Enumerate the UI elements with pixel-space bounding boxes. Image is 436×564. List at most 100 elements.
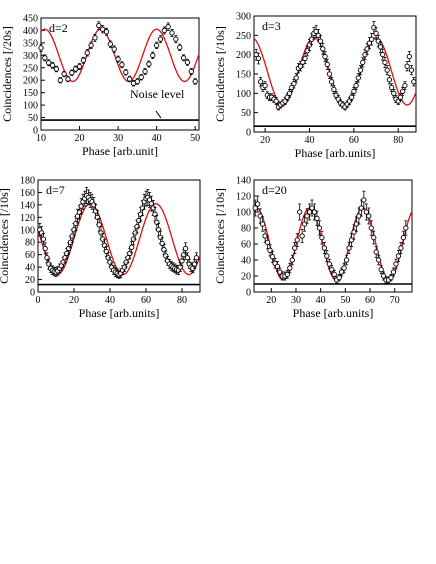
- data-point: [357, 67, 364, 73]
- data-point: [69, 70, 75, 76]
- data-point: [382, 59, 388, 66]
- x-axis-title: Phase [arb.units]: [293, 306, 374, 320]
- data-point: [348, 237, 355, 243]
- data-point: [336, 274, 342, 281]
- data-point: [293, 75, 299, 81]
- data-point: [376, 257, 382, 263]
- data-point: [380, 52, 386, 58]
- data-point: [331, 271, 337, 278]
- data-point: [153, 42, 160, 49]
- data-point: [42, 55, 48, 61]
- data-point: [255, 201, 261, 207]
- y-tick-label: 300: [236, 12, 251, 23]
- data-point: [343, 257, 350, 263]
- data-point: [73, 66, 79, 72]
- data-point: [192, 78, 198, 85]
- data-point: [397, 94, 404, 100]
- y-tick-label: 50: [28, 113, 38, 124]
- data-point: [111, 46, 117, 52]
- data-point: [373, 249, 379, 255]
- y-tick-label: 150: [23, 88, 38, 99]
- data-point: [398, 245, 404, 251]
- y-axis-title: Coincidences [/10s]: [216, 188, 227, 284]
- panel-label: d=3: [262, 19, 281, 33]
- y-tick-label: 0: [33, 126, 38, 137]
- data-point: [169, 30, 175, 36]
- data-point: [368, 225, 374, 231]
- plot-frame: [37, 179, 201, 293]
- data-point: [402, 82, 408, 89]
- data-point: [182, 245, 189, 252]
- data-point: [358, 205, 365, 211]
- noise-level-label: Noise level: [130, 87, 185, 101]
- data-point: [269, 254, 276, 260]
- data-point: [360, 59, 366, 66]
- data-point: [193, 255, 200, 261]
- data-point: [301, 221, 308, 227]
- y-tick-label: 20: [25, 275, 35, 286]
- data-point: [96, 22, 102, 29]
- data-point: [80, 57, 87, 63]
- y-tick-label: 0: [30, 288, 35, 299]
- data-point: [322, 53, 328, 60]
- x-axis-title: Phase [arb.units]: [79, 306, 160, 320]
- data-point: [103, 29, 110, 35]
- y-axis-title: Coincidences [/20s]: [0, 26, 14, 122]
- data-point: [284, 271, 290, 278]
- x-axis-title: Phase [arb.units]: [295, 146, 376, 160]
- data-point: [126, 76, 133, 82]
- data-point: [57, 77, 63, 83]
- data-point: [326, 71, 333, 77]
- data-point: [395, 253, 402, 259]
- data-point: [96, 222, 102, 228]
- data-point: [297, 209, 303, 215]
- data-point: [329, 79, 335, 85]
- data-point: [408, 67, 415, 73]
- x-tick-label: 10: [36, 133, 46, 144]
- y-tick-label: 80: [241, 224, 251, 235]
- data-point: [291, 81, 297, 87]
- chart-panel-d7: 0 20 40 60 80 0 20 40 60 80 100 120 140 160 180 Phase […: [0, 172, 218, 322]
- data-point: [138, 74, 144, 80]
- x-tick-label: 60: [365, 295, 375, 306]
- data-point: [65, 76, 71, 82]
- data-point: [38, 45, 44, 51]
- data-point: [346, 245, 352, 251]
- data-point: [180, 55, 187, 61]
- chart-svg-d3: 20 40 60 80 0 50 100 150 200 250 300 Phase [arb.uni…: [213, 12, 417, 160]
- y-tick-label: 0: [246, 288, 251, 299]
- x-tick-label: 0: [36, 295, 41, 306]
- data-point: [128, 244, 135, 250]
- y-tick-label: 100: [236, 208, 251, 219]
- y-tick-label: 200: [23, 76, 38, 87]
- y-tick-label: 120: [236, 192, 251, 203]
- y-tick-label: 60: [25, 250, 35, 261]
- data-point: [324, 253, 330, 259]
- x-tick-label: 20: [75, 133, 85, 144]
- data-point: [267, 247, 273, 254]
- data-point: [161, 27, 167, 34]
- x-tick-label: 60: [349, 135, 359, 146]
- plot-frame: [40, 17, 200, 131]
- chart-panel-d20: 20 30 40 50 60 70 0 20 40 60 80 100 120 140 Phase [arb…: [213, 172, 434, 322]
- y-tick-label: 250: [23, 63, 38, 74]
- data-point: [123, 69, 129, 75]
- data-point: [61, 71, 67, 77]
- y-tick-label: 140: [20, 200, 35, 211]
- chart-panel-d2: 10 20 30 40 50 0 50 100 150 200 250 300 350 400 450 Pha…: [0, 10, 218, 160]
- data-point: [353, 82, 359, 89]
- y-tick-label: 80: [25, 238, 35, 249]
- data-point: [64, 250, 70, 257]
- data-point: [188, 68, 194, 75]
- y-tick-label: 400: [23, 26, 38, 37]
- data-point: [348, 94, 355, 100]
- data-point: [302, 55, 308, 62]
- data-point: [40, 236, 47, 242]
- data-point: [100, 26, 106, 32]
- data-point: [134, 78, 140, 85]
- data-point: [400, 234, 407, 241]
- panel-label: d=20: [262, 183, 287, 197]
- data-point: [329, 266, 335, 273]
- data-point: [165, 24, 171, 30]
- data-point: [311, 209, 318, 215]
